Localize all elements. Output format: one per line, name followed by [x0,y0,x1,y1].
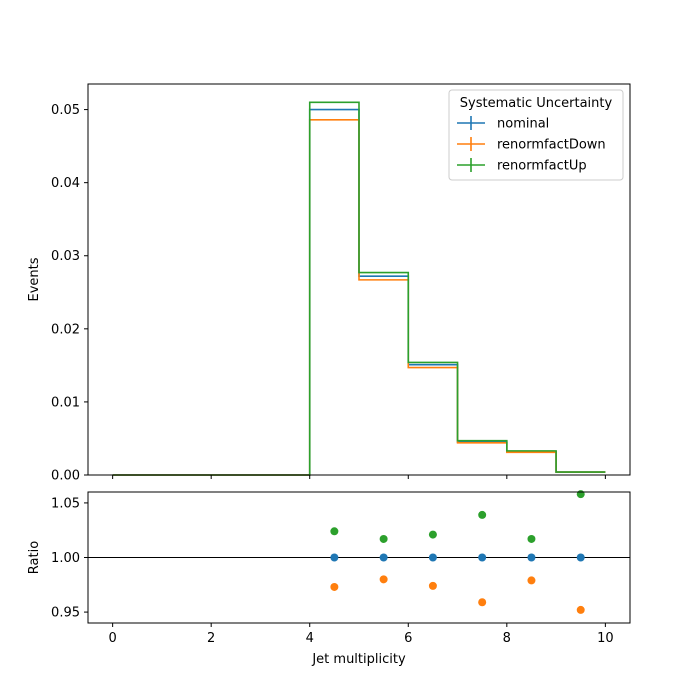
ratio-point-renormfactUp [527,534,536,543]
ratio-point-nominal [428,553,437,562]
ratio-point-renormfactUp [478,510,487,519]
ratio-x-ticks: 0 2 4 6 8 10 [108,623,614,646]
ratio-y-tick-label: 0.95 [51,606,80,621]
legend-label-renormfactUp: renormfactUp [497,159,587,174]
ratio-point-renormfactUp [576,490,585,499]
ratio-x-tick-label: 2 [207,631,215,646]
ratio-x-tick-label: 4 [306,631,314,646]
ratio-y-ticks: 0.95 1.00 1.05 [51,496,88,621]
main-axes-frame [87,83,631,476]
ratio-point-renormfactDown [428,581,437,590]
main-y-tick-label: 0.00 [51,469,80,484]
main-y-tick-label: 0.01 [51,395,80,410]
ratio-point-renormfactDown [527,576,536,585]
ratio-x-tick-label: 0 [108,631,116,646]
ratio-x-tick-label: 6 [404,631,412,646]
ratio-point-nominal [478,553,487,562]
legend: Systematic Uncertainty nominal renormfact… [448,89,624,181]
ratio-point-nominal [379,553,388,562]
main-y-axis-label: Events [27,257,42,301]
main-x-ticks [112,475,606,479]
ratio-x-tick-label: 8 [503,631,511,646]
ratio-point-renormfactUp [379,534,388,543]
ratio-y-axis-label: Ratio [27,541,42,574]
ratio-point-renormfactDown [379,575,388,584]
ratio-point-renormfactDown [478,598,487,607]
ratio-point-renormfactDown [330,582,339,591]
ratio-point-nominal [527,553,536,562]
legend-label-nominal: nominal [497,117,549,132]
main-y-tick-label: 0.03 [51,249,80,264]
ratio-point-nominal [330,553,339,562]
ratio-y-tick-label: 1.00 [51,551,80,566]
legend-label-renormfactDown: renormfactDown [497,138,606,153]
ratio-panel: 0 2 4 6 8 10 0.95 1.00 1.05 Ratio Jet multiplic… [27,490,631,667]
ratio-x-tick-label: 10 [597,631,614,646]
main-y-tick-label: 0.04 [51,176,80,191]
ratio-point-nominal [576,553,585,562]
main-y-ticks: 0.00 0.01 0.02 0.03 0.04 0.05 [51,103,88,484]
legend-box [448,89,624,181]
main-y-tick-label: 0.05 [51,103,80,118]
main-panel: 0.00 0.01 0.02 0.03 0.04 0.05 Events Systemat… [27,83,631,484]
ratio-x-axis-label: Jet multiplicity [311,652,406,667]
ratio-point-renormfactUp [330,527,339,536]
main-y-tick-label: 0.02 [51,322,80,337]
ratio-axes-frame [87,491,631,624]
legend-entries: nominal renormfactDown renormfactUp [457,116,606,174]
ratio-point-renormfactUp [428,530,437,539]
ratio-point-renormfactDown [576,605,585,614]
ratio-y-tick-label: 1.05 [51,496,80,511]
legend-title: Systematic Uncertainty [460,96,613,111]
